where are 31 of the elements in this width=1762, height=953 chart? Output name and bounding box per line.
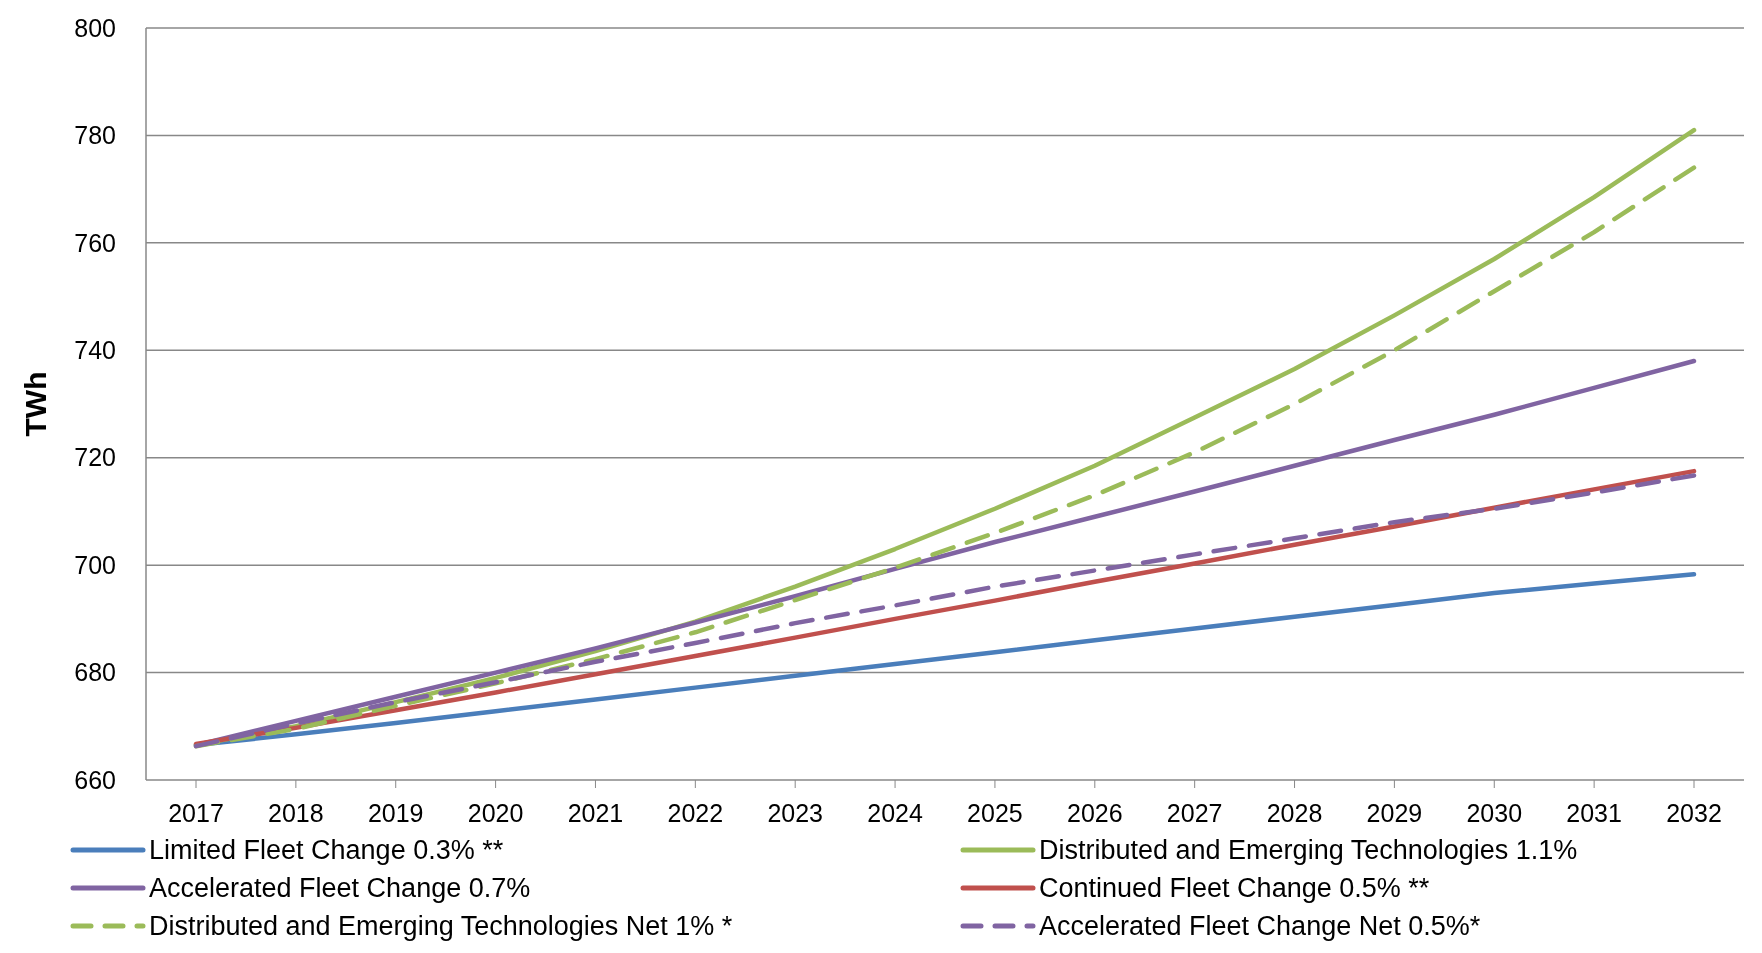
y-tick-label: 680 <box>74 658 116 687</box>
x-tick-label: 2026 <box>1066 799 1123 827</box>
x-tick-label: 2032 <box>1666 799 1722 827</box>
x-tick-label: 2024 <box>867 799 923 827</box>
x-tick-label: 2028 <box>1266 799 1323 827</box>
x-tick-label: 2027 <box>1166 799 1223 827</box>
x-tick-label: 2023 <box>767 799 824 827</box>
y-tick-label: 660 <box>74 765 116 794</box>
y-axis-title: TWh <box>19 371 52 437</box>
x-tick-label: 2017 <box>168 799 224 827</box>
legend-label: Continued Fleet Change 0.5% ** <box>1039 873 1430 904</box>
legend-label: Accelerated Fleet Change Net 0.5%* <box>1039 911 1481 942</box>
legend-label: Limited Fleet Change 0.3% ** <box>149 835 504 866</box>
x-tick-label: 2030 <box>1466 799 1523 827</box>
x-tick-label: 2018 <box>268 799 324 827</box>
legend-label: Accelerated Fleet Change 0.7% <box>149 873 531 904</box>
x-tick-label: 2019 <box>367 799 424 827</box>
x-tick-label: 2020 <box>467 799 524 827</box>
x-tick-label: 2021 <box>567 799 624 827</box>
y-tick-label: 760 <box>74 228 116 257</box>
y-tick-label: 740 <box>74 336 116 365</box>
x-tick-label: 2031 <box>1566 799 1622 827</box>
x-tick-label: 2029 <box>1366 799 1423 827</box>
y-tick-label: 700 <box>74 550 116 579</box>
y-tick-label: 720 <box>74 443 116 472</box>
x-tick-label: 2022 <box>667 799 724 827</box>
x-tick-label: 2025 <box>967 799 1023 827</box>
legend-label: Distributed and Emerging Technologies 1.1% <box>1039 835 1578 866</box>
y-tick-label: 780 <box>74 121 116 150</box>
legend-label: Distributed and Emerging Technologies Net 1% * <box>149 911 733 942</box>
y-tick-label: 800 <box>74 13 116 42</box>
